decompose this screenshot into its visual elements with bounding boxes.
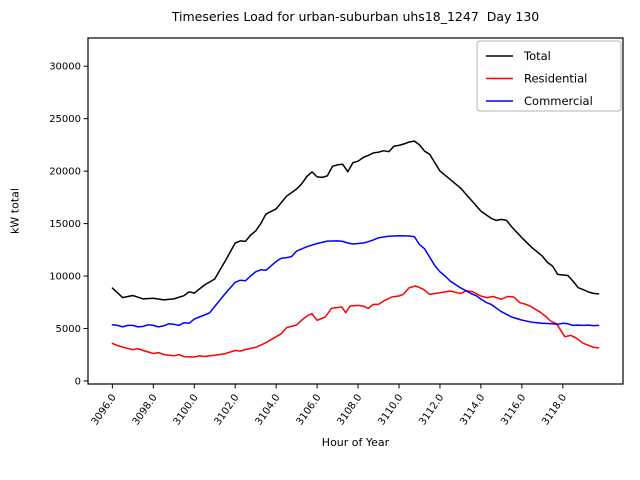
y-tick-label: 5000 (56, 324, 81, 335)
x-tick-label: 3098.0 (131, 392, 160, 427)
x-axis-label: Hour of Year (321, 436, 390, 449)
x-tick-label: 3118.0 (540, 392, 569, 427)
series-commercial (111, 234, 600, 328)
y-tick-label: 0 (75, 376, 81, 387)
x-tick-label: 3108.0 (335, 392, 364, 427)
legend-box (476, 40, 622, 112)
x-tick-label: 3112.0 (417, 392, 446, 427)
x-tick-label: 3114.0 (458, 392, 487, 427)
legend-label: Residential (524, 72, 587, 86)
y-tick-label: 20000 (49, 167, 81, 178)
y-tick-label: 25000 (49, 114, 81, 125)
series-residential (111, 285, 600, 358)
series-total (111, 140, 600, 301)
x-tick-label: 3116.0 (499, 392, 528, 427)
x-tick-label: 3100.0 (172, 392, 201, 427)
y-tick-label: 30000 (49, 62, 81, 73)
x-tick-label: 3110.0 (376, 392, 405, 427)
y-axis: 0 5000 10000 15000 20000 25000 30000 (49, 62, 88, 387)
x-tick-label: 3102.0 (213, 392, 242, 427)
x-tick-label: 3096.0 (90, 392, 119, 427)
legend-label: Total (523, 49, 551, 63)
x-tick-label: 3104.0 (254, 392, 283, 427)
chart-title: Timeseries Load for urban-suburban uhs18… (171, 9, 540, 24)
y-tick-label: 10000 (49, 272, 81, 283)
plot-frame (87, 37, 624, 385)
y-tick-label: 15000 (49, 219, 81, 230)
x-tick-label: 3106.0 (294, 392, 323, 427)
legend-label: Commercial (524, 94, 593, 108)
x-axis: 3096.0 3098.0 3100.0 3102.0 3104.0 3106.0 3108… (90, 384, 569, 427)
legend: Total Residential Commercial (476, 40, 622, 112)
